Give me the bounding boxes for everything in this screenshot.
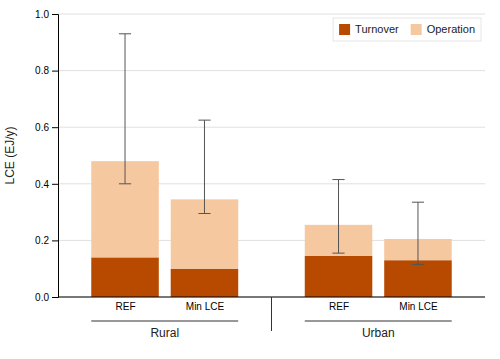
bar-series	[91, 256, 451, 297]
group-separator	[271, 297, 272, 331]
x-tick-label: REF	[329, 301, 349, 312]
y-tick-mark	[52, 240, 58, 241]
y-tick-mark	[52, 184, 58, 185]
whisker-cap	[332, 253, 344, 254]
grid-line	[58, 127, 485, 128]
bar	[384, 260, 452, 297]
y-tick: 0.2	[35, 235, 58, 246]
bar	[171, 269, 239, 297]
bar	[305, 256, 373, 297]
y-tick-mark	[52, 71, 58, 72]
y-tick-label: 0.6	[35, 122, 49, 133]
group-labels: Rural Urban	[91, 297, 451, 340]
grid-line	[58, 14, 485, 15]
legend-swatch	[339, 24, 350, 35]
x-tick: REF	[116, 301, 136, 312]
chart: 0.00.20.40.60.81.0REFMin LCEREFMin LCERu…	[0, 0, 500, 359]
legend-box	[333, 18, 481, 41]
y-tick-label: 0.8	[35, 65, 49, 76]
grid	[58, 14, 485, 297]
whisker	[204, 120, 205, 213]
y-tick-mark	[52, 14, 58, 15]
x-tick: Min LCE	[186, 301, 225, 312]
x-tick: Min LCE	[399, 301, 438, 312]
whisker-cap	[198, 213, 210, 214]
whisker-cap	[412, 264, 424, 265]
grid-line	[58, 183, 485, 184]
whisker-cap	[119, 33, 131, 34]
legend-label: Operation	[427, 23, 475, 35]
y-axis: 0.0 0.2 0.4 0.6 0.8 1.0	[35, 9, 58, 303]
x-tick: REF	[329, 301, 349, 312]
bar	[91, 257, 159, 297]
whiskers	[119, 34, 424, 265]
whisker-cap	[119, 183, 131, 184]
x-tick-label: Min LCE	[399, 301, 438, 312]
group-bracket	[305, 321, 452, 322]
legend-item: Operation	[411, 23, 475, 35]
whisker-cap	[332, 179, 344, 180]
legend-label: Turnover	[355, 23, 399, 35]
whisker	[417, 202, 418, 264]
y-tick-label: 1.0	[35, 9, 49, 20]
y-tick-label: 0.2	[35, 235, 49, 246]
whisker-cap	[198, 120, 210, 121]
grid-line	[58, 70, 485, 71]
y-tick-mark	[52, 297, 58, 298]
y-axis-line	[52, 15, 59, 298]
y-tick-mark	[52, 127, 58, 128]
x-tick-label: Min LCE	[186, 301, 225, 312]
plot: 0.00.20.40.60.81.0REFMin LCEREFMin LCERu…	[3, 9, 485, 340]
group-label: Urban	[362, 326, 395, 340]
legend-swatch	[411, 24, 422, 35]
y-tick: 0.6	[35, 122, 58, 133]
group-bracket	[91, 321, 238, 322]
marks	[91, 34, 451, 297]
whisker	[338, 180, 339, 254]
legend: Turnover Operation	[333, 18, 481, 41]
y-tick: 0.4	[35, 179, 58, 190]
x-tick-label: REF	[116, 301, 136, 312]
y-axis-title: LCE (EJ/y)	[3, 126, 17, 184]
legend-item: Turnover	[339, 23, 399, 35]
y-tick: 0.0	[35, 292, 58, 303]
y-tick-label: 0.0	[35, 292, 49, 303]
bar-series	[91, 161, 451, 269]
y-tick-label: 0.4	[35, 179, 49, 190]
x-axis: REF Min LCE REF Min LCE	[116, 301, 438, 312]
y-tick: 0.8	[35, 65, 58, 76]
whisker	[125, 34, 126, 184]
y-tick: 1.0	[35, 9, 58, 20]
group-label: Rural	[150, 326, 179, 340]
whisker-cap	[412, 202, 424, 203]
